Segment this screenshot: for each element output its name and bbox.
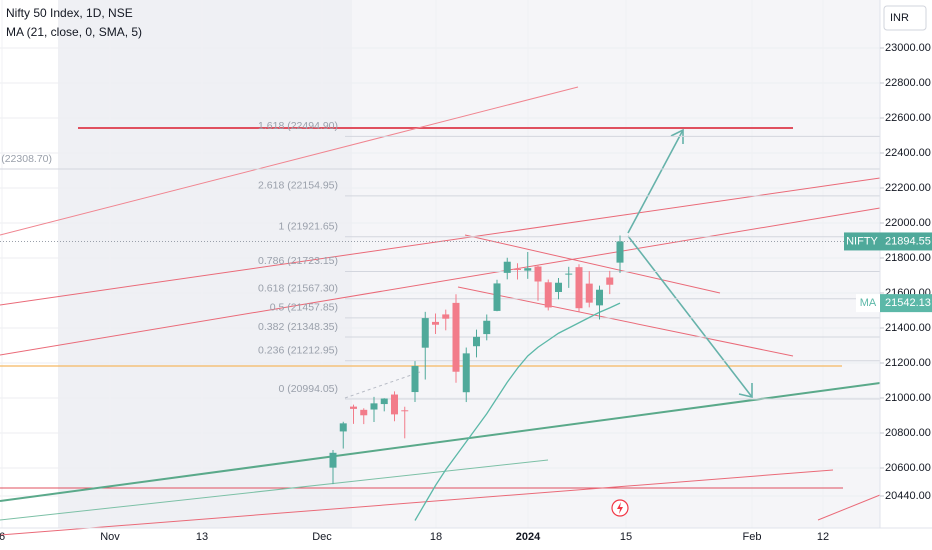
trend-line: [0, 382, 881, 502]
y-tick-label: 22800.00: [885, 77, 931, 89]
currency: INR: [890, 12, 909, 24]
y-tick-label: 20800.00: [885, 427, 931, 439]
candle-body: [339, 423, 347, 432]
price-tag: [880, 232, 932, 251]
fib-label: 1 (21921.65): [278, 220, 338, 232]
y-tick-label: 21800.00: [885, 252, 931, 264]
candle-body: [401, 410, 409, 412]
ma-line: [414, 302, 621, 521]
arrow: [627, 235, 753, 398]
fib-label: 0.618 (21567.30): [258, 283, 338, 295]
trend-line: [0, 86, 579, 236]
arrow-head: [738, 383, 753, 399]
candle-body: [350, 406, 357, 409]
candle-body: [483, 320, 491, 335]
trend-line: [0, 177, 881, 306]
session-shade: [58, 0, 352, 528]
candle-body: [421, 318, 429, 348]
fib-label: 3 (22308.70): [0, 153, 52, 165]
x-tick-label: 18: [430, 531, 442, 543]
candle-body: [544, 282, 552, 308]
x-tick-label: 15: [620, 531, 632, 543]
candle-body: [370, 403, 378, 410]
candle-body: [452, 302, 460, 372]
candle-body: [534, 266, 542, 282]
candle-body: [462, 353, 470, 393]
x-tick-label: Feb: [743, 531, 762, 543]
y-tick-label: 23000.00: [885, 42, 931, 54]
x-tick-label: 2024: [516, 531, 541, 543]
candle-body: [391, 394, 398, 415]
y-tick-label: 21200.00: [885, 357, 931, 369]
x-tick-label: Nov: [100, 531, 120, 543]
y-tick-label: 22600.00: [885, 112, 931, 124]
x-tick-label: 12: [817, 531, 829, 543]
candle-body: [514, 268, 521, 271]
axes: 23000.00 22800.00 22600.00 22400.00 22200.00…: [0, 42, 932, 543]
symbol-tag: [844, 232, 880, 251]
candle-body: [585, 283, 593, 303]
trend-line: [464, 234, 721, 294]
ma-tag: [856, 294, 880, 313]
symbol-name: NIFTY: [846, 235, 878, 247]
x-tick-label: 6: [0, 531, 5, 543]
x-tick-label: 13: [196, 531, 208, 543]
grid: [0, 0, 880, 528]
fib-label: 2.618 (22154.95): [258, 180, 338, 192]
fib-label: 0 (20994.05): [278, 383, 338, 395]
candle-body: [616, 241, 624, 263]
candle-body: [442, 314, 450, 319]
chart-title: Nifty 50 Index, 1D, NSE: [6, 6, 133, 20]
y-tick-label: 21000.00: [885, 392, 931, 404]
session-shade: [352, 0, 880, 528]
candle-body: [329, 452, 337, 468]
candle-body: [411, 366, 419, 393]
indicator-title: MA (21, close, 0, SMA, 5): [6, 25, 142, 39]
ma-price-tag: [880, 294, 932, 313]
candle-body: [432, 321, 439, 325]
arrow-head: [670, 128, 684, 144]
fib-label: 0.236 (21212.95): [258, 345, 338, 357]
fib-levels: 1.618 (22494.90) 3 (22308.70) 2.618 (22154…: [0, 120, 880, 400]
trend-line: [0, 207, 881, 356]
trend-line: [0, 469, 834, 536]
candle-body: [503, 261, 511, 273]
drawings: [0, 86, 881, 536]
trend-line: [817, 494, 881, 521]
candle-body: [565, 273, 573, 275]
x-tick-label: Dec: [312, 531, 332, 543]
fib-label: 1.618 (22494.90): [258, 120, 338, 132]
candle-body: [606, 277, 614, 285]
y-tick-label: 22200.00: [885, 182, 931, 194]
candle-body: [555, 282, 562, 292]
candle-body: [493, 283, 501, 311]
fib-label: 0.786 (21723.15): [258, 255, 338, 267]
currency-box[interactable]: [883, 5, 927, 31]
y-tick-label: 20440.00: [885, 490, 931, 502]
arrow: [627, 129, 684, 234]
candle-body: [380, 398, 388, 405]
ma-name: MA: [860, 297, 877, 309]
y-tick-label: 22400.00: [885, 147, 931, 159]
candle-body: [575, 267, 583, 309]
y-tick-label: 22000.00: [885, 217, 931, 229]
candle-body: [596, 289, 603, 306]
y-tick-label: 20600.00: [885, 462, 931, 474]
y-tick-label: 21400.00: [885, 322, 931, 334]
series: [0, 235, 880, 521]
price-label: 21894.55: [885, 235, 931, 247]
fib-label: 0.382 (21348.35): [258, 321, 338, 333]
event-icon-bolt: [617, 502, 623, 514]
trend-line: [0, 459, 549, 521]
dashed-line: [344, 371, 421, 399]
candle-body: [360, 409, 368, 416]
candle-body: [473, 336, 480, 347]
fib-label: 0.5 (21457.85): [270, 302, 338, 314]
candle-body: [524, 268, 532, 271]
ma-price-label: 21542.13: [885, 297, 931, 309]
